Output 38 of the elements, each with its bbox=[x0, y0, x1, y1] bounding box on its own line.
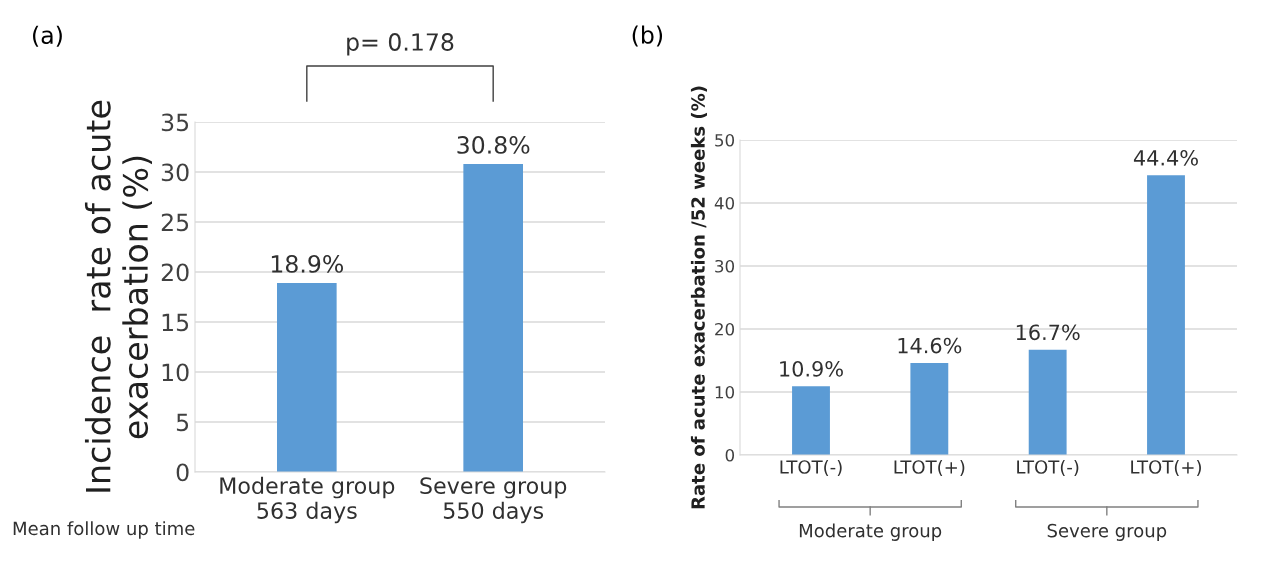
bar bbox=[1147, 175, 1185, 455]
y-tick-label: 50 bbox=[715, 133, 735, 147]
y-tick-label: 10 bbox=[162, 363, 189, 382]
y-tick-label: 20 bbox=[715, 322, 735, 336]
y-tick-label: 20 bbox=[161, 263, 189, 282]
text: Moderate group bbox=[799, 523, 942, 541]
y-tick-label: 35 bbox=[161, 113, 189, 132]
data-label: 44.4% bbox=[1133, 149, 1198, 166]
x-tick-label: Moderate group 563 days bbox=[220, 476, 395, 524]
y-axis-title: Rate of acute exacerbation /52 weeks (%) bbox=[690, 86, 707, 509]
y-tick-label: 30 bbox=[715, 259, 735, 273]
data-label: 18.9% bbox=[271, 255, 344, 273]
text: Mean follow up time bbox=[13, 521, 195, 539]
y-tick-label: 0 bbox=[176, 463, 189, 482]
y-tick-label: 0 bbox=[725, 448, 735, 462]
x-tick-label: LTOT(-) bbox=[1017, 459, 1079, 476]
data-label: 14.6% bbox=[898, 337, 962, 354]
text: Severe group bbox=[1047, 523, 1167, 541]
y-tick-label: 40 bbox=[714, 196, 735, 210]
y-axis-title: Incidence rate of acute exacerbation (%) bbox=[84, 100, 152, 492]
y-tick-label: 15 bbox=[162, 313, 189, 332]
data-label: 30.8% bbox=[457, 136, 530, 154]
text: p= 0.178 bbox=[347, 33, 454, 56]
data-label: 16.7% bbox=[1016, 324, 1080, 341]
x-tick-label: LTOT(+) bbox=[1131, 459, 1201, 476]
data-label: 10.9% bbox=[780, 360, 843, 377]
x-tick-label: LTOT(-) bbox=[780, 459, 842, 476]
y-tick-label: 10 bbox=[715, 385, 735, 399]
bar bbox=[1028, 349, 1067, 455]
y-tick-label: 5 bbox=[176, 413, 189, 432]
x-tick-label: Severe group 550 days bbox=[420, 477, 567, 524]
bar bbox=[792, 386, 830, 455]
chart-title: (a) bbox=[33, 25, 62, 47]
bar bbox=[910, 363, 949, 455]
chart-title: (b) bbox=[632, 25, 663, 47]
x-tick-label: LTOT(+) bbox=[894, 459, 965, 476]
y-tick-label: 30 bbox=[161, 163, 189, 182]
y-tick-label: 25 bbox=[161, 213, 189, 232]
